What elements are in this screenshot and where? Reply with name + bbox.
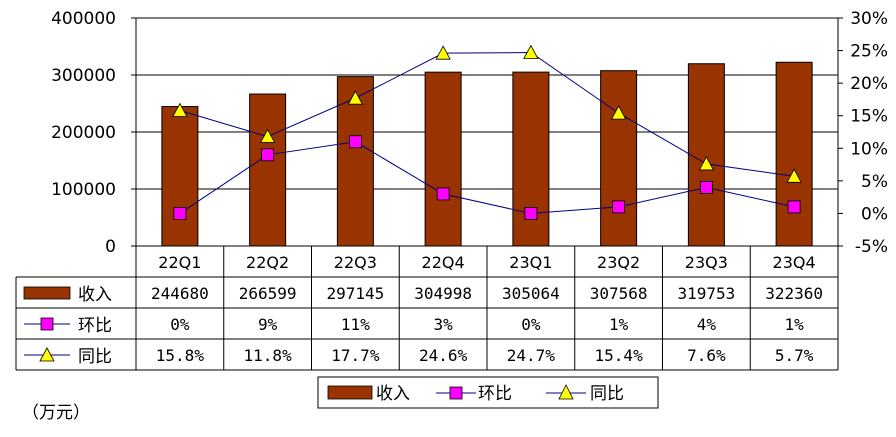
marker-triangle-22Q2 bbox=[259, 128, 276, 143]
marker-triangle-23Q3 bbox=[698, 156, 715, 171]
category-label: 23Q4 bbox=[773, 253, 816, 272]
table-cell: 4% bbox=[697, 315, 717, 334]
table-cell: 305064 bbox=[502, 284, 560, 303]
table-cell: 319753 bbox=[677, 284, 735, 303]
bar-22Q1 bbox=[161, 106, 199, 247]
y-right-tick-label: -5% bbox=[855, 237, 888, 257]
legend-key-square bbox=[449, 386, 463, 400]
bar-22Q4 bbox=[424, 71, 462, 247]
marker-triangle-23Q4 bbox=[786, 168, 802, 183]
marker-square-22Q3 bbox=[348, 135, 362, 149]
y-left-tick-label: 300000 bbox=[51, 66, 116, 86]
legend-key-triangle bbox=[558, 384, 574, 400]
bar-23Q2 bbox=[600, 70, 638, 247]
table-cell: 24.6% bbox=[419, 346, 468, 365]
marker-square-23Q4 bbox=[787, 200, 801, 214]
bar-22Q3 bbox=[336, 76, 374, 247]
marker-triangle-22Q3 bbox=[347, 90, 364, 105]
row-header-label: 同比 bbox=[78, 347, 112, 367]
table-cell: 24.7% bbox=[507, 346, 556, 365]
plot-area bbox=[135, 17, 839, 247]
marker-square-23Q1 bbox=[524, 207, 538, 220]
y-right-tick-label: 30% bbox=[850, 9, 888, 29]
table-cell: 1% bbox=[784, 315, 804, 334]
bar-23Q4 bbox=[775, 61, 813, 247]
marker-square-22Q1 bbox=[173, 207, 187, 220]
category-label: 22Q3 bbox=[334, 253, 377, 272]
line-同比 bbox=[179, 52, 795, 177]
legend-key-bar bbox=[327, 385, 373, 400]
y-right-tick-label: 15% bbox=[850, 107, 888, 127]
row-header-label: 环比 bbox=[78, 316, 112, 336]
table-cell: 266599 bbox=[239, 284, 297, 303]
table-cell: 15.8% bbox=[156, 346, 205, 365]
legend-label: 环比 bbox=[478, 384, 512, 404]
y-right-tick-label: 5% bbox=[861, 172, 888, 192]
y-left-tick-label: 200000 bbox=[51, 123, 116, 143]
row-key-square bbox=[40, 317, 54, 331]
bar-23Q3 bbox=[687, 63, 725, 247]
legend-label: 同比 bbox=[590, 384, 624, 404]
legend: 收入 环比 同比 bbox=[317, 376, 659, 409]
category-label: 23Q3 bbox=[685, 253, 728, 272]
table-cell: 0% bbox=[521, 315, 541, 334]
y-left-tick-label: 400000 bbox=[51, 9, 116, 29]
table-cell: 304998 bbox=[414, 284, 472, 303]
row-key-triangle bbox=[39, 347, 55, 362]
marker-triangle-23Q1 bbox=[523, 44, 539, 59]
axes: 0 100000 200000 300000 400000 -5% 0% 5% 10% 15% 20… bbox=[51, 9, 888, 257]
y-left-tick-label: 0 bbox=[105, 237, 116, 257]
table-cell: 15.4% bbox=[595, 346, 644, 365]
y-right-tick-label: 25% bbox=[850, 42, 888, 62]
marker-square-22Q4 bbox=[436, 187, 450, 201]
table-cell: 297145 bbox=[326, 284, 384, 303]
table-cell: 11% bbox=[341, 315, 370, 334]
table-cell: 9% bbox=[258, 315, 278, 334]
marker-triangle-22Q1 bbox=[172, 102, 188, 117]
table-cell: 1% bbox=[609, 315, 629, 334]
y-left-tick-label: 100000 bbox=[51, 180, 116, 200]
table-cell: 244680 bbox=[151, 284, 209, 303]
marker-square-22Q2 bbox=[261, 148, 275, 162]
y-right-tick-label: 20% bbox=[850, 74, 888, 94]
category-label: 23Q1 bbox=[509, 253, 552, 272]
bar-23Q1 bbox=[512, 71, 550, 247]
table-cell: 322360 bbox=[765, 284, 823, 303]
table-cell: 17.7% bbox=[331, 346, 380, 365]
category-label: 22Q2 bbox=[246, 253, 289, 272]
table-cell: 0% bbox=[170, 315, 190, 334]
marker-square-23Q2 bbox=[612, 200, 626, 214]
bar-22Q2 bbox=[249, 93, 287, 247]
marker-square-23Q3 bbox=[699, 180, 713, 194]
marker-triangle-23Q2 bbox=[610, 105, 627, 120]
y-right-tick-label: 0% bbox=[861, 204, 888, 224]
category-label: 22Q4 bbox=[422, 253, 465, 272]
y-right-tick-label: 10% bbox=[850, 139, 888, 159]
row-key-bar bbox=[23, 286, 71, 300]
category-label: 22Q1 bbox=[158, 253, 201, 272]
table-cell: 7.6% bbox=[687, 346, 726, 365]
unit-note: （万元） bbox=[22, 403, 90, 423]
table-cell: 5.7% bbox=[775, 346, 814, 365]
row-header-label: 收入 bbox=[78, 285, 112, 305]
legend-box bbox=[317, 376, 659, 409]
category-label: 23Q2 bbox=[597, 253, 640, 272]
table-cell: 11.8% bbox=[244, 346, 293, 365]
legend-label: 收入 bbox=[376, 384, 410, 404]
table-cell: 307568 bbox=[590, 284, 648, 303]
marker-triangle-22Q4 bbox=[435, 45, 451, 60]
line-环比 bbox=[179, 141, 795, 214]
table-cell: 3% bbox=[433, 315, 453, 334]
